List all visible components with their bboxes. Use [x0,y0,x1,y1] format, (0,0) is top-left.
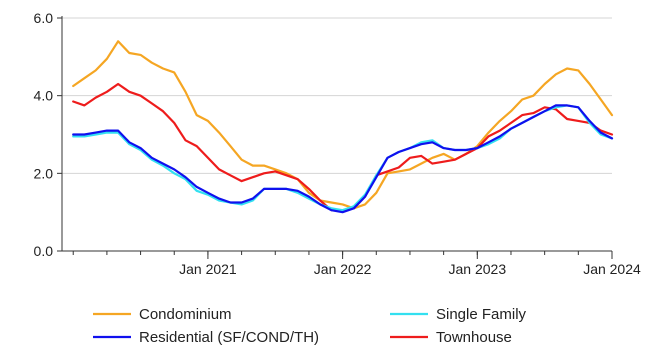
series-line-condominium [72,40,614,210]
series-line-townhouse [72,82,614,212]
legend-label-townhouse: Townhouse [436,329,512,346]
legend: Condominium Single Family Residential (SF/… [93,306,527,346]
grid-lines [62,17,612,174]
legend-label-single-family: Single Family [436,306,527,323]
x-tick-label: Jan 2021 [179,261,237,277]
axes: 0.0 2.0 4.0 6.0 Jan 2021 Jan 2022 Jan 2023 Jan … [34,10,641,277]
y-tick-label: 4.0 [34,88,54,104]
x-tick-label: Jan 2022 [314,261,372,277]
y-tick-label: 0.0 [34,243,54,259]
legend-label-condominium: Condominium [139,306,232,323]
series-lines [72,40,614,214]
x-tick-label: Jan 2024 [583,261,641,277]
x-tick-label: Jan 2023 [449,261,507,277]
y-tick-label: 2.0 [34,165,54,181]
series-line-residential-sf-cond-th [72,104,614,214]
legend-label-residential-sf-cond-th: Residential (SF/COND/TH) [139,329,319,346]
y-tick-label: 6.0 [34,10,54,26]
